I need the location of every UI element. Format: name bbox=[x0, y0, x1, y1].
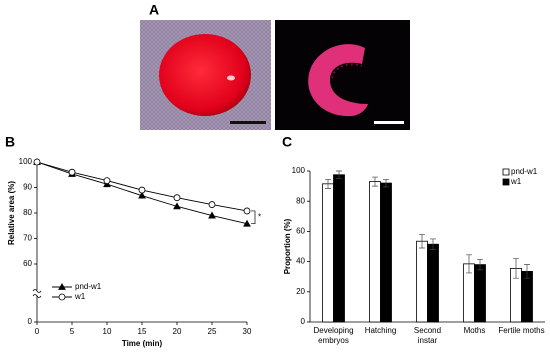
x-tick-label-box: Fertile moths bbox=[498, 326, 545, 335]
point bbox=[243, 207, 251, 215]
bar bbox=[380, 182, 392, 323]
error-bar bbox=[419, 234, 425, 249]
point bbox=[173, 202, 181, 210]
x-tick-label: Moths bbox=[463, 326, 486, 335]
x-tick-label: Second instar bbox=[413, 326, 442, 345]
bar bbox=[416, 240, 428, 323]
point bbox=[138, 186, 146, 194]
y-tick-label: 70 bbox=[23, 234, 32, 243]
panel-label: C bbox=[282, 134, 292, 150]
panel-label: B bbox=[5, 134, 15, 150]
error-bar bbox=[336, 170, 342, 179]
error-bar bbox=[513, 258, 519, 279]
legend-marker bbox=[58, 293, 66, 301]
x-tick-label-box: Second instar bbox=[413, 326, 442, 345]
bar bbox=[333, 174, 345, 323]
x-tick-label: 10 bbox=[103, 327, 112, 336]
photo-egg bbox=[140, 20, 271, 130]
x-tick-label: 30 bbox=[243, 327, 252, 336]
y-tick-label: 0 bbox=[301, 317, 306, 326]
y-tick-label: 100 bbox=[292, 166, 306, 175]
x-tick-label: 15 bbox=[138, 327, 147, 336]
legend-label: pnd-w1 bbox=[511, 167, 538, 176]
annotation: * bbox=[258, 212, 261, 221]
y-tick-label: 80 bbox=[296, 196, 305, 205]
y-tick-label: 60 bbox=[296, 227, 305, 236]
x-tick-label: Developing embryos bbox=[313, 326, 354, 345]
axis-break bbox=[32, 289, 42, 298]
bar bbox=[322, 183, 334, 323]
y-tick-label: 40 bbox=[296, 257, 305, 266]
bar bbox=[427, 243, 439, 323]
point bbox=[103, 177, 111, 185]
x-tick-label-box: Moths bbox=[463, 326, 486, 335]
bar bbox=[521, 271, 533, 323]
point bbox=[173, 194, 181, 202]
bar bbox=[369, 181, 381, 323]
significance-bracket bbox=[251, 210, 256, 225]
x-tick-label: Fertile moths bbox=[498, 326, 545, 335]
point bbox=[138, 191, 146, 199]
error-bar bbox=[325, 178, 331, 189]
point bbox=[68, 168, 76, 176]
x-axis-label: Time (min) bbox=[122, 339, 163, 348]
panel-label: A bbox=[149, 2, 159, 18]
x-tick-label: 25 bbox=[208, 327, 217, 336]
legend-swatch bbox=[502, 178, 510, 186]
point bbox=[243, 219, 251, 227]
legend-label: w1 bbox=[510, 177, 522, 186]
x-tick-label-box: Developing embryos bbox=[313, 326, 354, 345]
error-bar bbox=[430, 238, 436, 250]
x-tick-label: 5 bbox=[70, 327, 75, 336]
y-tick-label: 60 bbox=[23, 259, 32, 268]
x-tick-label: 20 bbox=[173, 327, 182, 336]
series-line bbox=[36, 161, 248, 212]
error-bar bbox=[383, 178, 389, 188]
legend-swatch bbox=[502, 168, 510, 176]
y-tick-label: 80 bbox=[23, 208, 32, 217]
y-tick-label: 100 bbox=[19, 157, 33, 166]
error-bar bbox=[477, 258, 483, 271]
photo-larva bbox=[275, 20, 410, 130]
bar bbox=[474, 264, 486, 323]
error-bar bbox=[466, 254, 472, 274]
x-tick-label: Hatching bbox=[364, 326, 397, 335]
point bbox=[208, 201, 216, 208]
legend-label: pnd-w1 bbox=[75, 282, 102, 291]
y-tick-label: 20 bbox=[296, 287, 305, 296]
y-axis-label: Relative area (%) bbox=[7, 181, 16, 245]
point bbox=[33, 158, 41, 166]
legend-marker bbox=[58, 282, 66, 290]
y-axis-label: Proportion (%) bbox=[283, 218, 292, 274]
legend-label: w1 bbox=[74, 292, 86, 301]
x-tick-label-box: Hatching bbox=[364, 326, 397, 335]
error-bar bbox=[372, 176, 378, 187]
point bbox=[208, 211, 216, 219]
y-tick-label: 0 bbox=[28, 317, 33, 326]
error-bar bbox=[524, 264, 530, 279]
x-tick-label: 0 bbox=[35, 327, 40, 336]
y-tick-label: 90 bbox=[23, 183, 32, 192]
